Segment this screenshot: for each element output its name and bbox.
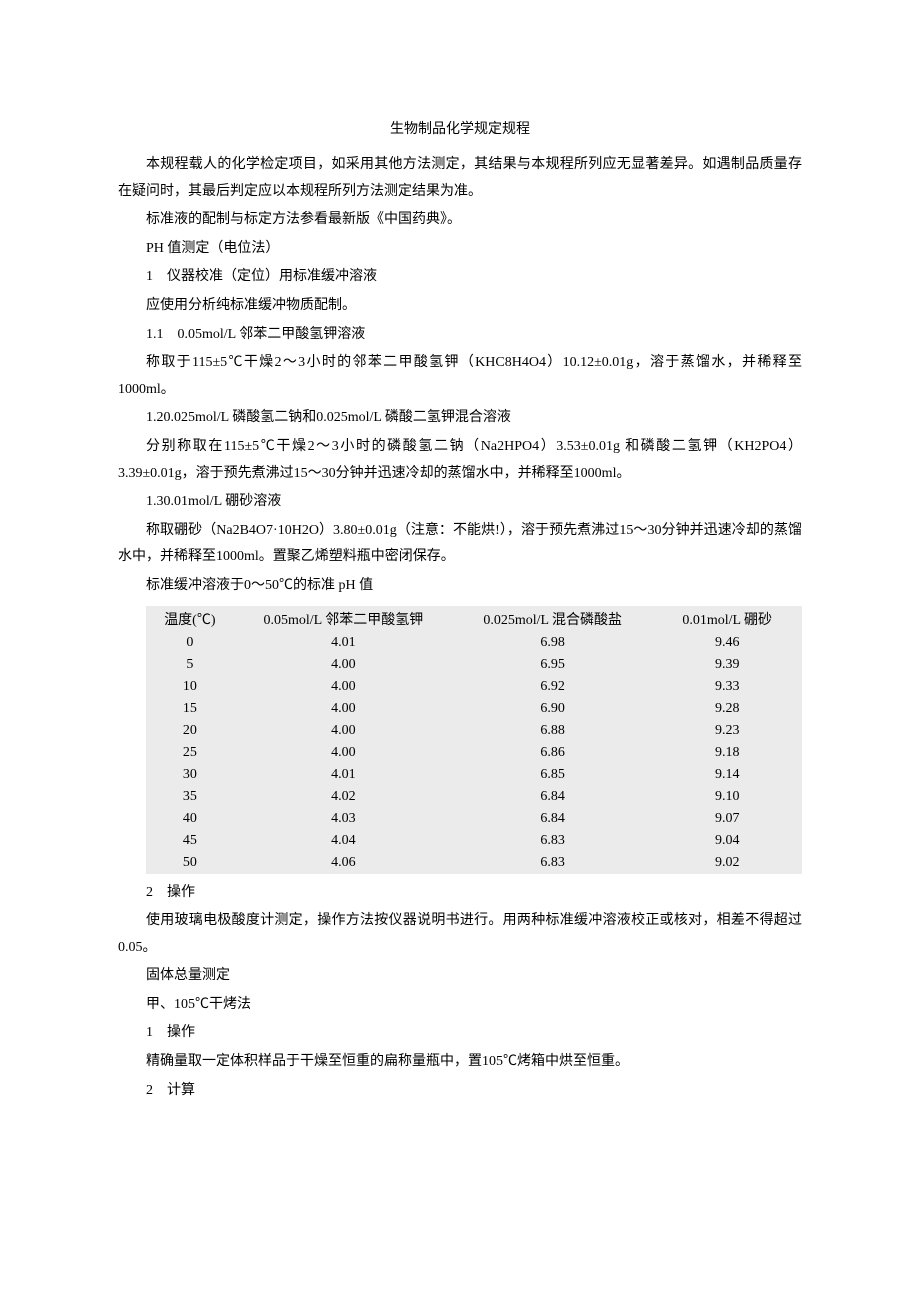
table-header-temp: 温度(℃) <box>146 606 234 632</box>
paragraph-reference: 标准液的配制与标定方法参看最新版《中国药典》。 <box>118 207 802 234</box>
table-cell: 4.06 <box>234 852 453 874</box>
table-cell: 9.39 <box>652 654 802 676</box>
table-header-khp: 0.05mol/L 邻苯二甲酸氢钾 <box>234 606 453 632</box>
table-cell: 6.92 <box>453 676 652 698</box>
table-cell: 40 <box>146 808 234 830</box>
table-cell: 5 <box>146 654 234 676</box>
table-cell: 6.88 <box>453 720 652 742</box>
paragraph-table-caption: 标准缓冲溶液于0～50℃的标准 pH 值 <box>118 573 802 600</box>
table-row: 404.036.849.07 <box>146 808 802 830</box>
table-cell: 4.02 <box>234 786 453 808</box>
table-cell: 10 <box>146 676 234 698</box>
table-cell: 0 <box>146 632 234 654</box>
table-row: 254.006.869.18 <box>146 742 802 764</box>
table-cell: 9.28 <box>652 698 802 720</box>
table-cell: 4.01 <box>234 632 453 654</box>
table-header-row: 温度(℃) 0.05mol/L 邻苯二甲酸氢钾 0.025mol/L 混合磷酸盐… <box>146 606 802 632</box>
paragraph-1-1-detail: 称取于115±5℃干燥2～3小时的邻苯二甲酸氢钾（KHC8H4O4）10.12±… <box>118 350 802 403</box>
table-cell: 6.86 <box>453 742 652 764</box>
table-cell: 9.33 <box>652 676 802 698</box>
table-cell: 6.98 <box>453 632 652 654</box>
paragraph-1-3: 1.30.01mol/L 硼砂溶液 <box>118 489 802 516</box>
paragraph-calc-2: 2 计算 <box>118 1078 802 1105</box>
table-cell: 6.84 <box>453 808 652 830</box>
table-cell: 6.95 <box>453 654 652 676</box>
table-cell: 9.23 <box>652 720 802 742</box>
table-row: 354.026.849.10 <box>146 786 802 808</box>
table-cell: 20 <box>146 720 234 742</box>
table-cell: 6.84 <box>453 786 652 808</box>
table-row: 454.046.839.04 <box>146 830 802 852</box>
table-cell: 9.18 <box>652 742 802 764</box>
table-cell: 9.07 <box>652 808 802 830</box>
table-header-phosphate: 0.025mol/L 混合磷酸盐 <box>453 606 652 632</box>
table-cell: 9.46 <box>652 632 802 654</box>
table-cell: 25 <box>146 742 234 764</box>
table-cell: 15 <box>146 698 234 720</box>
table-cell: 4.03 <box>234 808 453 830</box>
table-row: 54.006.959.39 <box>146 654 802 676</box>
table-cell: 6.83 <box>453 852 652 874</box>
document-title: 生物制品化学规定规程 <box>118 118 802 138</box>
paragraph-ph-method: PH 值测定（电位法） <box>118 236 802 263</box>
paragraph-section-2: 2 操作 <box>118 880 802 907</box>
paragraph-1-2-detail: 分别称取在115±5℃干燥2～3小时的磷酸氢二钠（Na2HPO4）3.53±0.… <box>118 434 802 487</box>
table-cell: 30 <box>146 764 234 786</box>
table-cell: 9.04 <box>652 830 802 852</box>
table-cell: 45 <box>146 830 234 852</box>
table-cell: 4.00 <box>234 742 453 764</box>
table-cell: 9.10 <box>652 786 802 808</box>
table-row: 154.006.909.28 <box>146 698 802 720</box>
table-cell: 4.00 <box>234 654 453 676</box>
table-cell: 4.04 <box>234 830 453 852</box>
paragraph-section-1: 1 仪器校准（定位）用标准缓冲溶液 <box>118 264 802 291</box>
table-cell: 4.00 <box>234 698 453 720</box>
table-cell: 6.83 <box>453 830 652 852</box>
ph-buffer-table: 温度(℃) 0.05mol/L 邻苯二甲酸氢钾 0.025mol/L 混合磷酸盐… <box>146 606 802 874</box>
table-cell: 9.02 <box>652 852 802 874</box>
paragraph-intro: 本规程载人的化学检定项目，如采用其他方法测定，其结果与本规程所列应无显著差异。如… <box>118 152 802 205</box>
paragraph-1-3-detail: 称取硼砂（Na2B4O7·10H2O）3.80±0.01g（注意：不能烘!），溶… <box>118 518 802 571</box>
table-cell: 50 <box>146 852 234 874</box>
paragraph-op-1-detail: 精确量取一定体积样品于干燥至恒重的扁称量瓶中，置105℃烤箱中烘至恒重。 <box>118 1049 802 1076</box>
paragraph-1-1: 1.1 0.05mol/L 邻苯二甲酸氢钾溶液 <box>118 322 802 349</box>
table-cell: 6.90 <box>453 698 652 720</box>
paragraph-operation-detail: 使用玻璃电极酸度计测定，操作方法按仪器说明书进行。用两种标准缓冲溶液校正或核对，… <box>118 908 802 961</box>
table-row: 204.006.889.23 <box>146 720 802 742</box>
table-header-borax: 0.01mol/L 硼砂 <box>652 606 802 632</box>
table-cell: 35 <box>146 786 234 808</box>
paragraph-op-1: 1 操作 <box>118 1020 802 1047</box>
paragraph-1-2: 1.20.025mol/L 磷酸氢二钠和0.025mol/L 磷酸二氢钾混合溶液 <box>118 405 802 432</box>
paragraph-solid-total: 固体总量测定 <box>118 963 802 990</box>
table-cell: 9.14 <box>652 764 802 786</box>
table-cell: 4.01 <box>234 764 453 786</box>
table-row: 504.066.839.02 <box>146 852 802 874</box>
paragraph-analytical-pure: 应使用分析纯标准缓冲物质配制。 <box>118 293 802 320</box>
paragraph-method-a: 甲、105℃干烤法 <box>118 992 802 1019</box>
table-cell: 6.85 <box>453 764 652 786</box>
table-row: 104.006.929.33 <box>146 676 802 698</box>
table-cell: 4.00 <box>234 720 453 742</box>
table-body: 04.016.989.4654.006.959.39104.006.929.33… <box>146 632 802 874</box>
table-cell: 4.00 <box>234 676 453 698</box>
table-row: 304.016.859.14 <box>146 764 802 786</box>
table-row: 04.016.989.46 <box>146 632 802 654</box>
